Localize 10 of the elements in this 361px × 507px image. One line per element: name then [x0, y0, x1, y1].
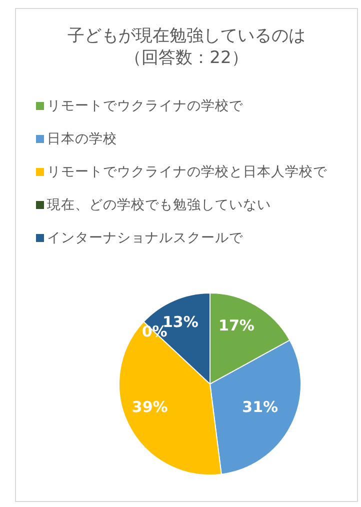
chart-subtitle: （回答数：22）: [124, 47, 250, 69]
legend-label: リモートでウクライナの学校で: [47, 96, 243, 114]
legend-label: 日本の学校: [47, 130, 117, 148]
legend-label: インターナショナルスクールで: [47, 228, 243, 246]
legend-label: 現在、どの学校でも勉強していない: [47, 196, 271, 214]
data-label: 17%: [218, 316, 254, 335]
legend-label: リモートでウクライナの学校と日本人学校で: [47, 162, 327, 180]
data-label: 39%: [132, 398, 168, 416]
data-label: 31%: [242, 398, 278, 416]
chart-title: 子どもが現在勉強しているのは: [66, 25, 306, 47]
